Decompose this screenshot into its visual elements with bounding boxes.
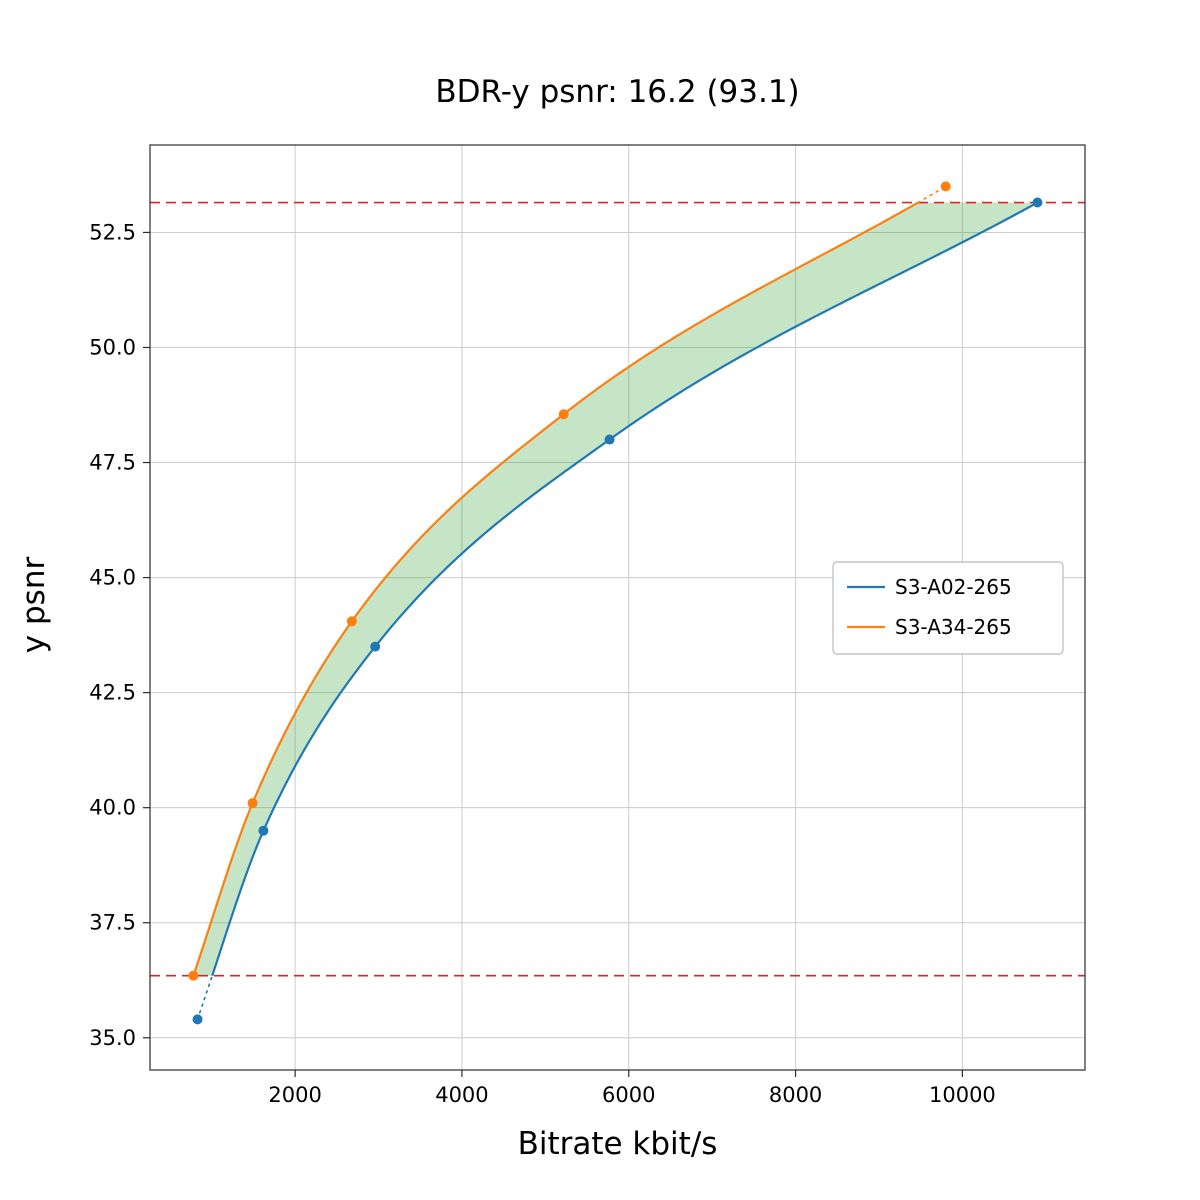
x-tick-label: 10000	[929, 1083, 996, 1107]
y-tick-label: 35.0	[89, 1026, 136, 1050]
data-point-marker	[188, 970, 199, 981]
x-tick-label: 6000	[602, 1083, 655, 1107]
y-tick-label: 37.5	[89, 911, 136, 935]
x-axis-label: Bitrate kbit/s	[517, 1126, 718, 1162]
data-point-marker	[258, 825, 269, 836]
data-point-marker	[558, 409, 569, 420]
data-point-marker	[192, 1014, 203, 1025]
y-tick-label: 50.0	[89, 335, 136, 359]
legend-label: S3-A02-265	[895, 575, 1012, 599]
data-point-marker	[247, 798, 258, 809]
data-point-marker	[1032, 197, 1043, 208]
data-point-marker	[940, 181, 951, 192]
y-tick-label: 42.5	[89, 681, 136, 705]
data-point-marker	[370, 641, 381, 652]
series-line-S3-A34-265	[192, 201, 919, 977]
legend-label: S3-A34-265	[895, 615, 1012, 639]
plot-border	[149, 144, 1086, 1071]
x-tick-label: 4000	[435, 1083, 488, 1107]
x-tick-label: 2000	[268, 1083, 321, 1107]
y-tick-label: 47.5	[89, 451, 136, 475]
series-line-S3-A02-265	[211, 201, 1038, 977]
chart-title: BDR-y psnr: 16.2 (93.1)	[435, 74, 800, 110]
legend-box	[832, 561, 1064, 655]
x-tick-label: 8000	[769, 1083, 822, 1107]
series-dotted-extrapolation	[917, 185, 947, 204]
y-tick-label: 52.5	[89, 220, 136, 244]
y-tick-label: 45.0	[89, 566, 136, 590]
data-point-marker	[604, 434, 615, 445]
y-tick-label: 40.0	[89, 796, 136, 820]
series-dotted-extrapolation	[196, 974, 214, 1021]
data-point-marker	[346, 616, 357, 627]
